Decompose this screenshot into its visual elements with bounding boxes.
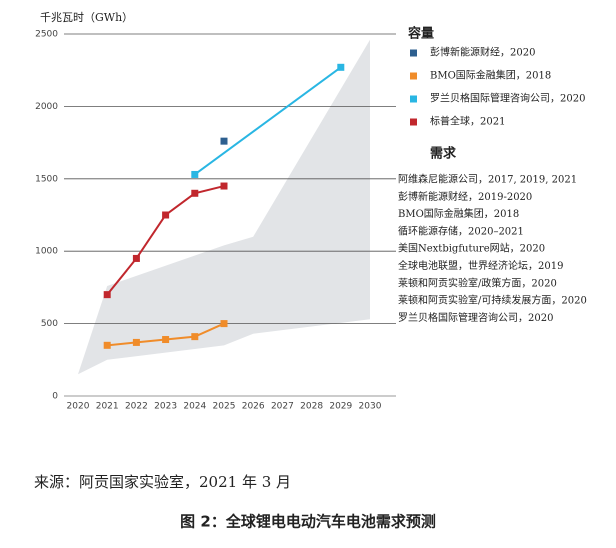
demand-source: 阿维森尼能源公司，2017, 2019, 2021 [398, 173, 577, 186]
data-point [132, 254, 140, 262]
y-tick-label: 2500 [35, 30, 58, 40]
data-point [220, 320, 228, 328]
legend-label: 彭博新能源财经，2020 [430, 46, 535, 59]
legend-label: BMO国际金融集团，2018 [430, 69, 551, 82]
caption: 图 2：全球锂电电动汽车电池需求预测 [180, 513, 436, 531]
data-point [162, 211, 170, 219]
data-point [191, 170, 199, 178]
demand-source: 莱顿和阿贡实验室/可持续发展方面，2020 [398, 294, 587, 307]
legend-swatch [410, 72, 417, 80]
legend-swatch [410, 118, 417, 126]
series-line [194, 66, 342, 176]
legend-swatch [410, 95, 417, 103]
demand-source: 彭博新能源财经，2019-2020 [398, 190, 532, 203]
legend-swatch [410, 49, 417, 57]
data-point [191, 189, 199, 197]
demand-source: 罗兰贝格国际管理咨询公司，2020 [398, 311, 553, 324]
x-tick-label: 2025 [213, 402, 236, 412]
y-tick-label: 500 [41, 319, 58, 329]
x-tick-label: 2021 [96, 402, 119, 412]
y-tick-label: 2000 [35, 102, 58, 112]
x-tick-label: 2029 [329, 402, 352, 412]
source: 来源：阿贡国家实验室，2021 年 3 月 [34, 473, 291, 491]
legend-label: 罗兰贝格国际管理咨询公司，2020 [430, 92, 585, 105]
x-tick-label: 2030 [359, 402, 382, 412]
y-tick-label: 0 [52, 392, 58, 402]
data-point [103, 291, 111, 299]
x-tick-label: 2024 [183, 402, 206, 412]
x-tick-label: 2023 [154, 402, 177, 412]
data-point [132, 338, 140, 346]
data-point [220, 137, 228, 145]
x-tick-label: 2020 [67, 402, 90, 412]
demand-source: 莱顿和阿贡实验室/政策方面，2020 [398, 276, 557, 289]
legend-label: 标普全球，2021 [430, 115, 505, 128]
x-tick-label: 2028 [300, 402, 323, 412]
x-tick-label: 2027 [271, 402, 294, 412]
data-point [191, 333, 199, 341]
demand-source: 循环能源存储，2020–2021 [398, 224, 524, 237]
demand-header: 需求 [430, 146, 457, 162]
data-point [220, 182, 228, 190]
demand-band [78, 39, 370, 375]
y-axis-label: 千兆瓦时（GWh） [40, 11, 133, 24]
data-point [103, 341, 111, 349]
data-point [162, 336, 170, 344]
y-tick-label: 1000 [35, 247, 58, 257]
capacity-header: 容量 [407, 26, 434, 42]
demand-source: BMO国际金融集团，2018 [398, 207, 519, 220]
y-tick-label: 1500 [35, 174, 58, 184]
x-tick-label: 2022 [125, 402, 148, 412]
data-point [337, 63, 345, 71]
demand-source: 全球电池联盟，世界经济论坛，2019 [398, 259, 563, 272]
x-tick-label: 2026 [242, 402, 265, 412]
demand-source: 美国Nextbigfuture网站，2020 [398, 242, 545, 255]
